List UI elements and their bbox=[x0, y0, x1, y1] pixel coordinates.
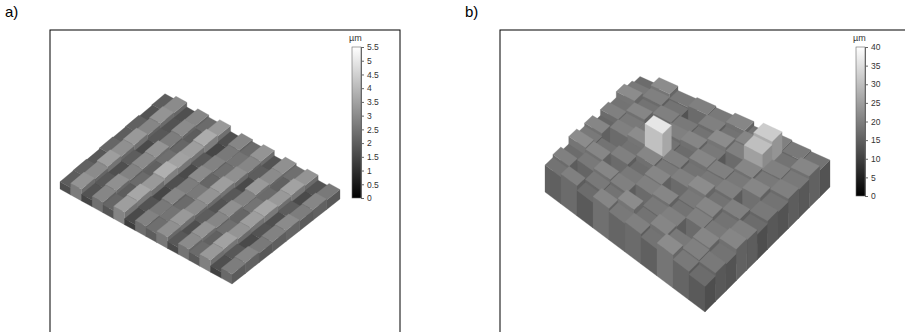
surface-cell bbox=[616, 84, 642, 101]
tick: 10 bbox=[865, 154, 881, 164]
tick: 4 bbox=[361, 83, 372, 93]
surface-cell bbox=[593, 188, 618, 208]
panel-label: b) bbox=[465, 3, 478, 20]
tick-label: 25 bbox=[871, 98, 881, 108]
colorbar-label: µm bbox=[349, 33, 362, 43]
tick-mark bbox=[865, 140, 868, 141]
tick: 20 bbox=[865, 117, 881, 127]
tick-mark bbox=[865, 84, 868, 85]
tick: 1.5 bbox=[361, 152, 379, 162]
tick-label: 2 bbox=[367, 138, 372, 148]
surface-cell bbox=[636, 146, 662, 165]
tick-label: 5.5 bbox=[367, 42, 379, 52]
colorbar-axis-line bbox=[361, 48, 362, 199]
tick-label: 20 bbox=[871, 117, 881, 127]
tick-label: 3.5 bbox=[367, 97, 379, 107]
tick-mark bbox=[865, 196, 868, 197]
surface bbox=[60, 94, 340, 284]
tick-mark bbox=[865, 47, 868, 48]
tick-mark bbox=[361, 47, 364, 48]
colorbar-label: µm bbox=[853, 33, 866, 43]
tick: 0 bbox=[865, 191, 876, 201]
tick-label: 5 bbox=[367, 56, 372, 66]
tick-mark bbox=[361, 74, 364, 75]
tick-label: 2.5 bbox=[367, 125, 379, 135]
tick-label: 30 bbox=[871, 79, 881, 89]
tick: 30 bbox=[865, 79, 881, 89]
colorbar-axis: 0 0.5 1 1.5 2 2.5 3 3.5 4 4.5 5 5.5 bbox=[361, 42, 379, 203]
tick-label: 3 bbox=[367, 111, 372, 121]
surface-cell bbox=[726, 113, 754, 131]
surface-cell bbox=[742, 178, 770, 198]
tick: 3 bbox=[361, 111, 372, 121]
tick-label: 15 bbox=[871, 135, 881, 145]
surface-cell bbox=[611, 146, 637, 165]
tick-label: 1.5 bbox=[367, 152, 379, 162]
surface-cell bbox=[645, 115, 671, 134]
panel: a) 0 0.5 1 1.5 2 2.5 3 3.5 4 4.5 5 5.5 µm bbox=[5, 3, 400, 332]
tick-mark bbox=[865, 122, 868, 123]
tick-mark bbox=[361, 157, 364, 158]
tick-mark bbox=[361, 143, 364, 144]
tick-label: 40 bbox=[871, 42, 881, 52]
tick: 4.5 bbox=[361, 70, 379, 80]
surface-cell bbox=[221, 258, 245, 275]
tick-label: 35 bbox=[871, 61, 881, 71]
surface-cell bbox=[689, 264, 715, 286]
tick-mark bbox=[361, 61, 364, 62]
panel-label: a) bbox=[5, 3, 18, 20]
tick-label: 0 bbox=[367, 193, 372, 203]
surface-cell bbox=[744, 136, 772, 155]
tick-mark bbox=[865, 177, 868, 178]
surface-cell bbox=[153, 161, 177, 178]
tick-mark bbox=[361, 88, 364, 89]
panel-frame bbox=[500, 30, 905, 332]
tick-mark bbox=[361, 198, 364, 199]
tick-label: 0.5 bbox=[367, 179, 379, 189]
tick-mark bbox=[865, 66, 868, 67]
colorbar bbox=[352, 47, 361, 198]
tick-label: 4.5 bbox=[367, 70, 379, 80]
surface-cell bbox=[625, 213, 650, 234]
tick-label: 10 bbox=[871, 154, 881, 164]
figure: a) 0 0.5 1 1.5 2 2.5 3 3.5 4 4.5 5 5.5 µm b) 0 5 10 15 20 25… bbox=[0, 0, 905, 332]
tick: 25 bbox=[865, 98, 881, 108]
tick-mark bbox=[865, 159, 868, 160]
surface-cell-group bbox=[221, 258, 245, 284]
tick: 40 bbox=[865, 42, 881, 52]
colorbar-axis: 0 5 10 15 20 25 30 35 40 bbox=[865, 42, 881, 201]
tick-label: 5 bbox=[871, 173, 876, 183]
panel: b) 0 5 10 15 20 25 30 35 40 µm bbox=[465, 3, 905, 332]
surface-cell bbox=[657, 233, 683, 255]
tick: 2 bbox=[361, 138, 372, 148]
tick-label: 0 bbox=[871, 191, 876, 201]
tick-label: 4 bbox=[367, 83, 372, 93]
surface-cell bbox=[680, 131, 707, 149]
surface bbox=[545, 77, 830, 313]
surface-cell bbox=[200, 243, 224, 260]
tick: 5 bbox=[865, 173, 876, 183]
tick: 15 bbox=[865, 135, 881, 145]
colorbar bbox=[856, 47, 865, 196]
tick: 5.5 bbox=[361, 42, 379, 52]
tick-label: 1 bbox=[367, 166, 372, 176]
surface-cell bbox=[114, 195, 138, 212]
tick: 0 bbox=[361, 193, 372, 203]
surface-cell bbox=[561, 166, 585, 186]
surface-cell-group bbox=[689, 264, 715, 312]
tick-mark bbox=[361, 171, 364, 172]
tick-mark bbox=[865, 103, 868, 104]
tick-mark bbox=[361, 184, 364, 185]
tick: 5 bbox=[361, 56, 372, 66]
tick: 0.5 bbox=[361, 179, 379, 189]
panel-frame bbox=[50, 30, 400, 332]
tick-mark bbox=[361, 102, 364, 103]
tick: 3.5 bbox=[361, 97, 379, 107]
tick: 1 bbox=[361, 166, 372, 176]
tick: 35 bbox=[865, 61, 881, 71]
tick: 2.5 bbox=[361, 125, 379, 135]
tick-mark bbox=[361, 129, 364, 130]
tick-mark bbox=[361, 116, 364, 117]
